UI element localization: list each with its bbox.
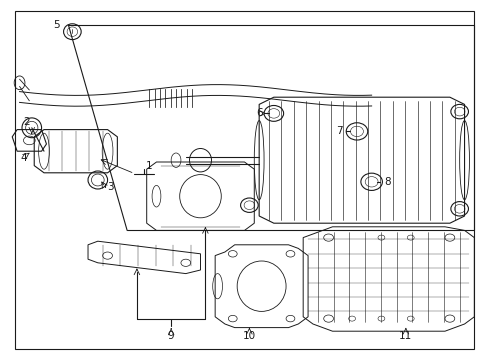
Text: 8: 8 [384, 177, 390, 187]
Text: 9: 9 [167, 330, 174, 341]
Text: 1: 1 [145, 161, 152, 171]
Text: 6: 6 [255, 108, 262, 118]
Text: 11: 11 [398, 330, 412, 341]
Text: 2: 2 [23, 117, 30, 127]
Text: 7: 7 [336, 126, 343, 136]
Text: 5: 5 [53, 20, 60, 30]
Text: 10: 10 [243, 330, 255, 341]
Text: 4: 4 [20, 153, 27, 163]
Text: 3: 3 [106, 182, 113, 192]
